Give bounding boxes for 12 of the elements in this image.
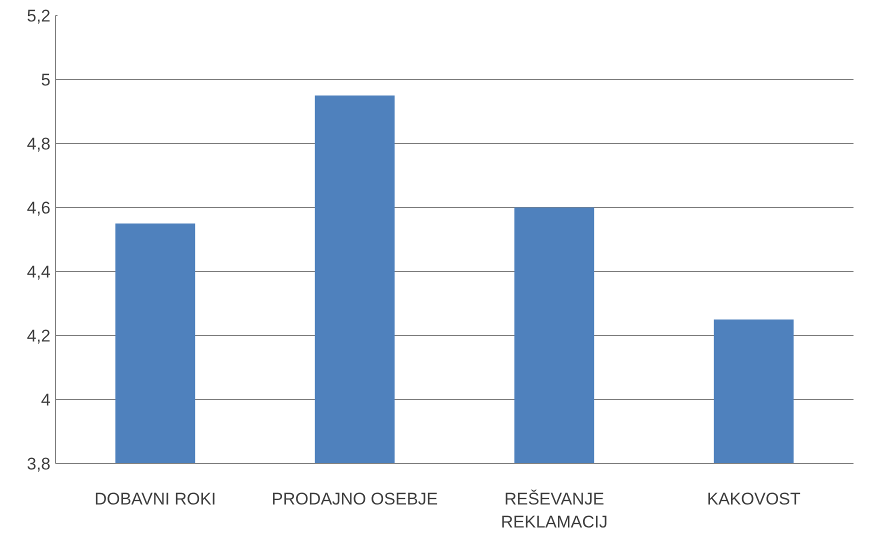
y-tick-label: 4,4	[26, 262, 51, 282]
x-tick-label: DOBAVNI ROKI	[94, 490, 216, 508]
y-tick-label: 5,2	[26, 6, 51, 26]
y-tick-label: 4,6	[26, 198, 51, 218]
x-tick-label: PRODAJNO OSEBJE	[272, 490, 438, 508]
x-tick-label: REŠEVANJE REKLAMACIJ	[500, 490, 608, 532]
y-tick-label: 4,2	[26, 326, 51, 346]
x-tick-label: KAKOVOST	[706, 490, 801, 508]
y-tick-label: 3,8	[26, 454, 51, 474]
y-tick-label: 5	[41, 70, 51, 90]
y-tick-label: 4,8	[26, 134, 51, 154]
y-tick-label: 4	[41, 390, 51, 410]
